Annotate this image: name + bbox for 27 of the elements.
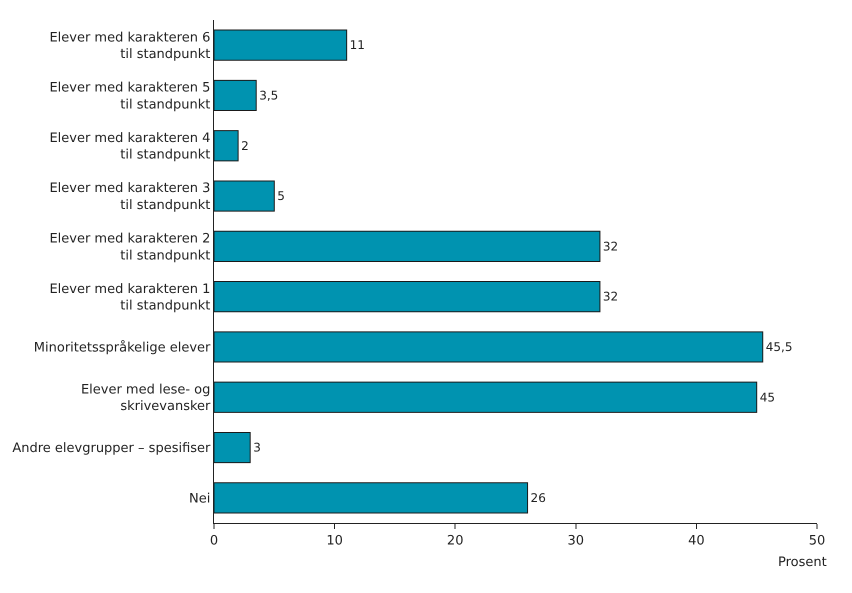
data-label: 45 (760, 390, 775, 404)
x-tick-label: 40 (688, 534, 705, 549)
data-label: 45,5 (766, 340, 792, 354)
data-label: 32 (602, 290, 618, 304)
data-label: 2 (241, 138, 249, 153)
x-tick-label: 20 (446, 534, 464, 549)
y-tick-label: Elever med karakteren 4 til standpunkt (49, 130, 210, 163)
y-tick-label: Nei (189, 491, 210, 506)
y-tick-label: Andre elevgrupper – spesifiser (12, 441, 212, 456)
y-tick-label: Elever med karakteren 3 til standpunkt (49, 181, 210, 214)
y-tick-label: Minoritetsspråkelige elever (34, 340, 212, 356)
x-tick-label: 10 (326, 534, 343, 549)
y-tick-label: Elever med karakteren 1 til standpunkt (49, 282, 210, 314)
data-label: 3,5 (259, 88, 278, 102)
x-axis-title: Prosent (778, 555, 827, 570)
y-tick-label: Elever med karakteren 5 til standpunkt (49, 80, 210, 112)
x-tick-label: 50 (808, 534, 826, 549)
data-label: 26 (530, 490, 546, 505)
data-label: 11 (350, 38, 365, 52)
x-tick-label: 0 (210, 534, 218, 549)
data-label: 32 (602, 239, 618, 254)
data-label: 3 (253, 440, 261, 455)
data-label: 5 (277, 189, 285, 204)
y-tick-label: Elever med karakteren 6 til standpunkt (49, 30, 210, 62)
x-tick-label: 30 (568, 534, 584, 549)
y-tick-label: Elever med lese- og skrivevansker (80, 382, 212, 414)
y-tick-label: Elever med karakteren 2 til standpunkt (49, 231, 210, 264)
